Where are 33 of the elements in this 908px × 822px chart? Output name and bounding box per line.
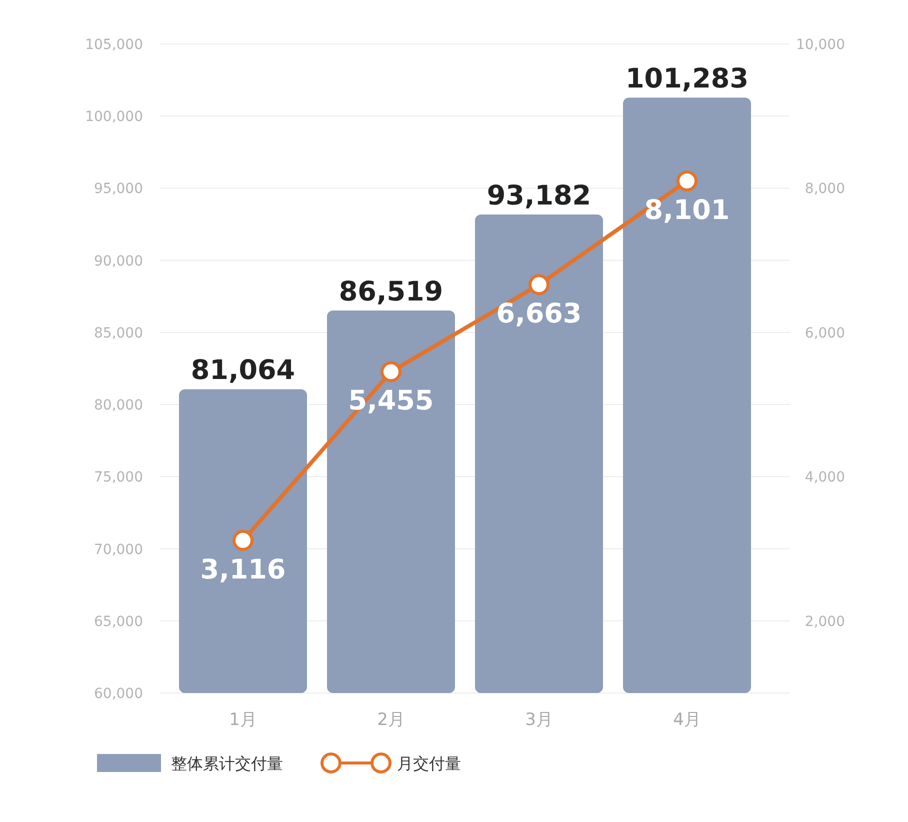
data-label: 8,101 — [644, 194, 730, 226]
legend-整体累计交付量: 整体累计交付量 — [97, 754, 283, 773]
y2-tick-label: 2,000 — [804, 614, 845, 630]
y2-tick-label: 6,000 — [804, 325, 845, 342]
x-tick-label: 3月 — [525, 710, 553, 730]
data-label: 81,064 — [190, 355, 296, 386]
legend-label: 月交付量 — [397, 754, 461, 773]
point — [528, 274, 550, 296]
point — [676, 170, 698, 192]
data-label: 3,116 — [200, 554, 286, 586]
y-tick-label: 85,000 — [94, 325, 143, 342]
x-tick-label: 2月 — [377, 710, 405, 730]
data-label: 86,519 — [338, 276, 444, 308]
y-tick-label: 100,000 — [85, 109, 143, 126]
data-label: 6,663 — [496, 298, 582, 330]
point — [232, 530, 254, 551]
y-tick-label: 60,000 — [94, 686, 143, 702]
y-tick-label: 90,000 — [94, 253, 143, 270]
x-tick-label: 1月 — [229, 710, 257, 730]
point — [380, 361, 402, 382]
legend-label: 整体累计交付量 — [171, 754, 283, 773]
x-tick-label: 4月 — [673, 710, 701, 730]
data-label: 101,283 — [626, 64, 748, 95]
y-tick-label: 80,000 — [94, 398, 143, 414]
y-tick-label: 65,000 — [94, 614, 143, 630]
y2-tick-label: 4,000 — [804, 470, 845, 486]
y-tick-label: 75,000 — [94, 470, 143, 486]
y2-tick-label: 8,000 — [804, 181, 845, 198]
y-tick-label: 70,000 — [94, 542, 143, 558]
y-tick-label: 95,000 — [94, 181, 143, 198]
y-tick-label: 105,000 — [85, 37, 143, 53]
data-label: 93,182 — [486, 180, 592, 212]
y2-tick-label: 10,000 — [796, 37, 845, 53]
